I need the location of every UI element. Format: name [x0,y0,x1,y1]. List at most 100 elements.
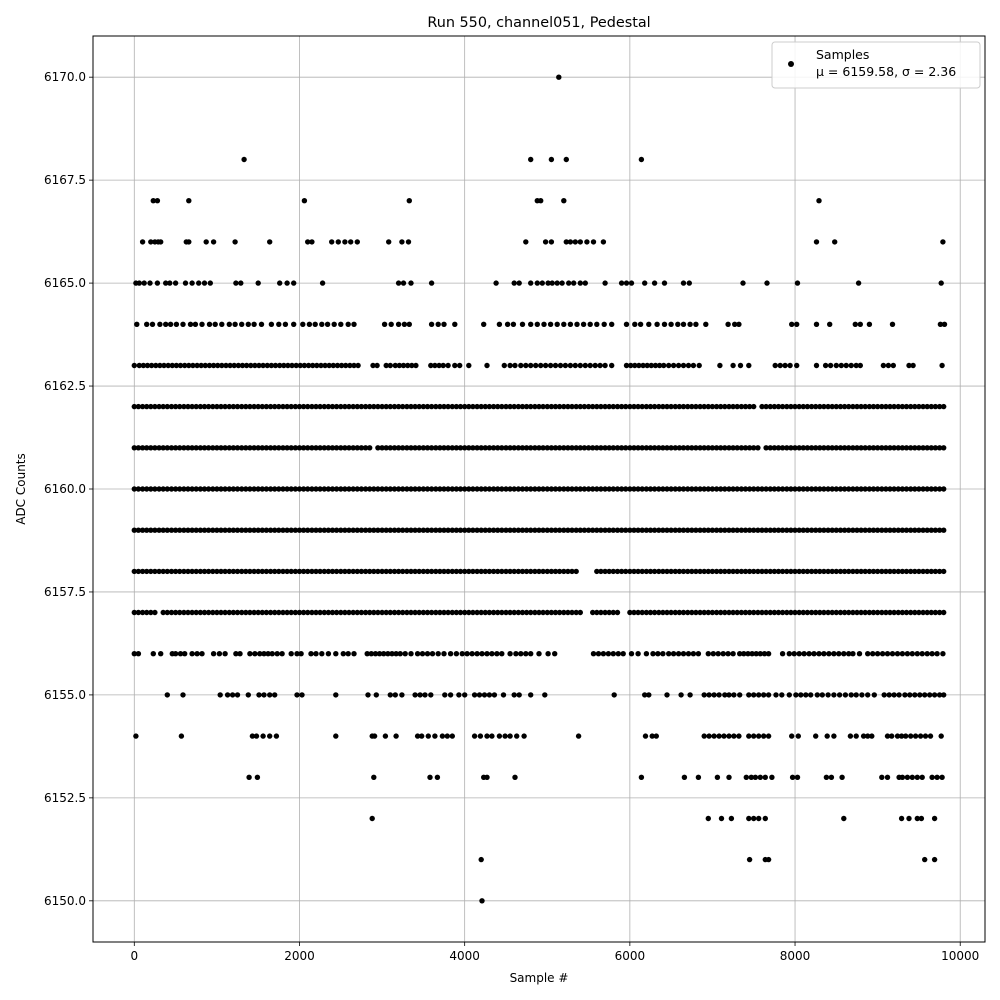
data-point [668,527,674,533]
data-point [561,403,567,410]
data-point [666,362,672,369]
data-point [160,609,166,616]
data-point [168,609,175,616]
data-point [310,362,316,369]
data-point [792,445,798,451]
data-point [391,403,398,410]
data-point [329,486,336,492]
legend-marker [788,61,794,67]
data-point [346,609,352,616]
data-point [571,280,577,286]
data-point [241,156,247,163]
data-point [610,445,616,451]
data-point [813,362,820,369]
data-point [338,568,344,575]
data-point [813,733,819,739]
data-point [620,651,626,657]
data-point [294,692,300,698]
data-point [340,651,346,657]
data-point [239,362,246,369]
data-point [173,362,180,369]
data-point [879,651,886,657]
data-point [168,403,175,410]
data-point [321,445,327,451]
data-point [256,362,262,369]
data-point [301,198,308,204]
data-point [569,403,575,410]
data-point [324,321,331,327]
y-tick-label: 6152.5 [44,791,86,805]
data-point [711,733,717,739]
data-point [598,403,604,410]
data-point [292,609,299,616]
data-point [606,403,612,410]
data-point [152,445,158,451]
data-point [635,445,641,451]
data-point [445,527,451,533]
data-point [432,733,438,739]
data-point [575,733,582,739]
data-point [391,609,398,616]
data-point [482,527,488,533]
data-point [912,445,918,451]
data-point [718,815,725,822]
data-point [404,609,410,616]
data-point [936,527,943,533]
data-point [441,527,447,533]
data-point [210,486,216,492]
data-point [853,362,859,369]
data-point [903,403,910,410]
data-point [342,239,348,245]
data-point [756,815,762,822]
data-point [675,362,682,369]
data-point [441,609,447,616]
data-point [701,568,707,575]
data-point [804,568,811,575]
data-point [829,445,835,451]
data-point [730,486,736,492]
data-point [293,362,299,369]
data-point [906,362,912,369]
data-point [371,609,377,616]
data-point [540,609,546,616]
data-point [742,568,749,575]
data-point [837,445,844,451]
data-point [544,445,550,451]
data-point [632,321,638,327]
data-point [449,445,455,451]
data-point [201,527,208,533]
data-point [767,609,773,616]
data-point [218,527,224,533]
data-point [728,815,735,822]
data-point [675,321,681,327]
data-point [833,486,839,492]
data-point [889,321,896,327]
data-point [751,609,757,616]
data-point [383,486,389,492]
data-point [197,568,204,575]
data-point [932,609,939,616]
data-point [939,362,945,369]
data-point [771,486,778,492]
data-point [351,321,357,327]
data-point [343,362,349,369]
data-point [395,321,402,327]
data-point [908,486,914,492]
data-point [536,403,542,410]
data-point [232,321,238,327]
data-point [385,651,391,657]
data-point [238,280,244,286]
data-point [903,445,910,451]
data-point [201,403,208,410]
data-point [495,527,501,533]
data-point [643,651,650,657]
data-point [552,609,559,616]
data-point [219,362,225,369]
data-point [746,856,753,863]
data-point [556,403,563,410]
data-point [318,362,324,369]
data-point [544,609,550,616]
data-point [648,362,654,369]
data-point [800,568,806,575]
data-point [272,692,278,698]
